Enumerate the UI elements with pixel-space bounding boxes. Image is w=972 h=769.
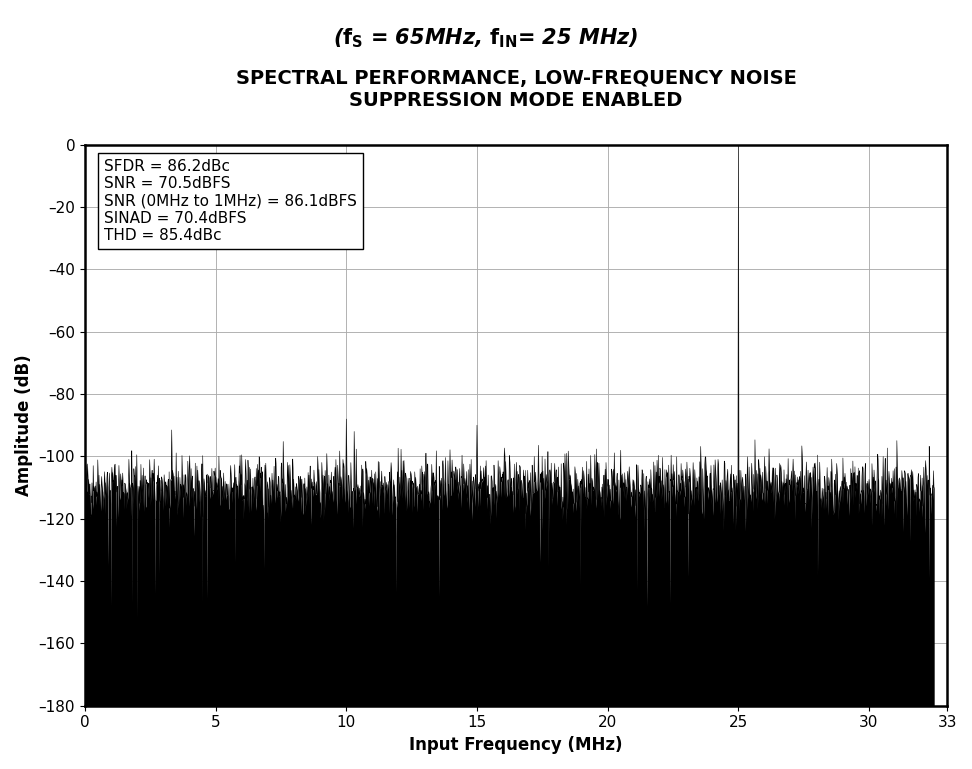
Title: SPECTRAL PERFORMANCE, LOW-FREQUENCY NOISE
SUPPRESSION MODE ENABLED: SPECTRAL PERFORMANCE, LOW-FREQUENCY NOIS…: [235, 69, 796, 110]
Y-axis label: Amplitude (dB): Amplitude (dB): [15, 355, 33, 496]
X-axis label: Input Frequency (MHz): Input Frequency (MHz): [409, 736, 623, 754]
Text: SFDR = 86.2dBc
SNR = 70.5dBFS
SNR (0MHz to 1MHz) = 86.1dBFS
SINAD = 70.4dBFS
THD: SFDR = 86.2dBc SNR = 70.5dBFS SNR (0MHz …: [104, 158, 357, 243]
Text: ($\mathbf{f_S}$ = 65MHz, $\mathbf{f_{IN}}$= 25 MHz): ($\mathbf{f_S}$ = 65MHz, $\mathbf{f_{IN}…: [333, 26, 639, 50]
